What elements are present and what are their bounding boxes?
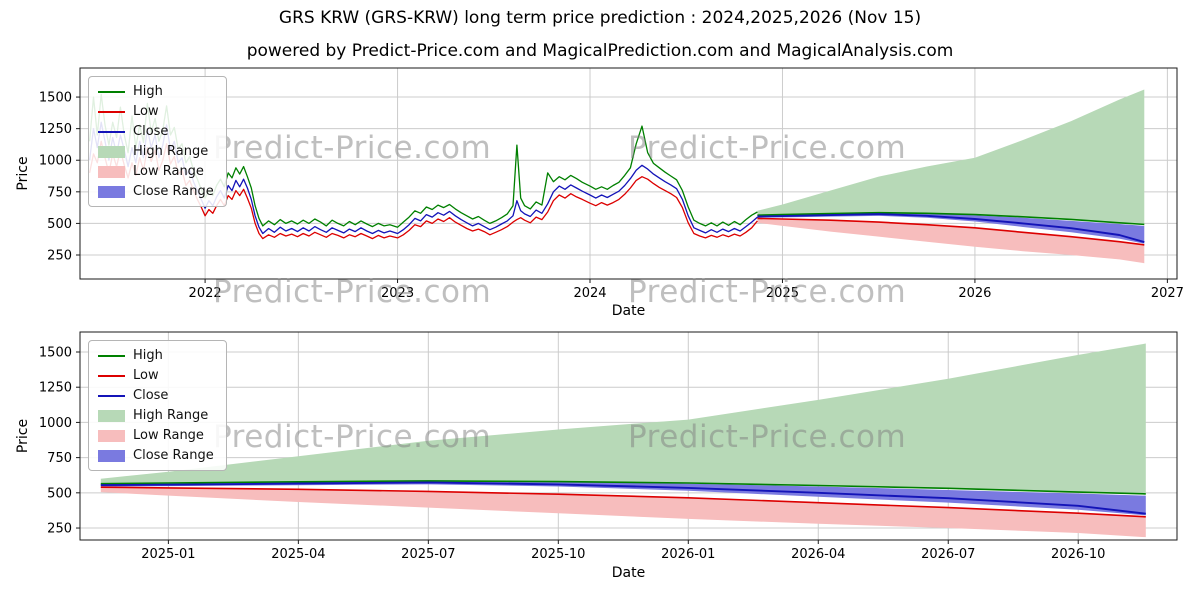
legend-item-label: Low Range xyxy=(133,428,204,443)
watermark-text: Predict-Price.com xyxy=(213,130,492,166)
close-line-forecast xyxy=(100,481,1146,515)
legend-item: High Range xyxy=(98,407,214,424)
legend-item-label: Low xyxy=(133,368,159,383)
legend-line-swatch xyxy=(98,374,125,377)
y-tick-label: 250 xyxy=(47,248,72,263)
legend-item: High xyxy=(98,83,214,100)
legend-item-label: Close xyxy=(133,388,169,403)
high-range-band xyxy=(100,343,1146,494)
x-tick-label: 2025-01 xyxy=(141,547,195,562)
chart-subtitle: powered by Predict-Price.com and Magical… xyxy=(246,41,954,61)
plot-border xyxy=(79,67,1178,280)
legend-line-swatch xyxy=(98,90,125,93)
high-line-forecast xyxy=(757,211,1145,226)
x-tick-label: 2025-10 xyxy=(531,547,585,562)
bottom-chart-legend: High Low Close High Range Low Range Close Ran… xyxy=(88,340,227,471)
legend-band-swatch xyxy=(98,165,125,178)
x-tick-label: 2023 xyxy=(381,286,414,301)
y-tick-label: 750 xyxy=(47,185,72,200)
y-tick-label: 500 xyxy=(47,486,72,501)
legend-line-swatch xyxy=(98,130,125,133)
x-tick-label: 2025 xyxy=(766,286,799,301)
low-range-band xyxy=(100,487,1146,538)
legend-item: Close xyxy=(98,387,214,404)
high-line-forecast xyxy=(100,480,1146,495)
legend-item-label: Close Range xyxy=(133,184,214,199)
chart-title: GRS KRW (GRS-KRW) long term price predic… xyxy=(278,8,922,28)
watermark-text: Predict-Price.com xyxy=(213,419,492,455)
legend-band-swatch xyxy=(98,449,125,462)
y-tick-label: 750 xyxy=(47,451,72,466)
watermark-text: Predict-Price.com xyxy=(628,130,907,166)
legend-band-swatch xyxy=(98,409,125,422)
legend-band-swatch xyxy=(98,185,125,198)
legend-item: Low xyxy=(98,103,214,120)
x-tick-label: 2026-07 xyxy=(921,547,975,562)
low-line-forecast xyxy=(100,486,1146,518)
plot-border xyxy=(79,331,1178,541)
legend-band-swatch xyxy=(98,145,125,158)
x-tick-label: 2024 xyxy=(573,286,606,301)
close-range-band xyxy=(757,212,1145,244)
legend-item: Low Range xyxy=(98,427,214,444)
watermark-text: Predict-Price.com xyxy=(213,274,492,310)
legend-line-swatch xyxy=(98,110,125,113)
y-tick-label: 1250 xyxy=(39,122,72,137)
y-tick-label: 250 xyxy=(47,522,72,537)
close-range-band xyxy=(100,480,1146,516)
x-tick-label: 2026 xyxy=(958,286,991,301)
legend-item-label: High Range xyxy=(133,144,209,159)
legend-item-label: High xyxy=(133,348,163,363)
x-tick-label: 2026-04 xyxy=(791,547,845,562)
y-tick-label: 1500 xyxy=(39,91,72,106)
legend-item: High Range xyxy=(98,143,214,160)
x-tick-label: 2025-04 xyxy=(271,547,325,562)
top-chart-legend: High Low Close High Range Low Range Close Ran… xyxy=(88,76,227,207)
y-tick-label: 1000 xyxy=(39,154,72,169)
y-axis-label: Price xyxy=(15,156,31,190)
close-line-forecast xyxy=(757,213,1145,244)
legend-item: Close Range xyxy=(98,183,214,200)
x-tick-label: 2022 xyxy=(189,286,222,301)
low-range-band xyxy=(757,218,1145,264)
legend-item: High xyxy=(98,347,214,364)
x-axis-label: Date xyxy=(612,303,645,319)
low-line-forecast xyxy=(757,217,1145,246)
legend-item-label: High Range xyxy=(133,408,209,423)
legend-line-swatch xyxy=(98,394,125,397)
y-axis-label: Price xyxy=(15,419,31,453)
y-tick-label: 1000 xyxy=(39,416,72,431)
watermark-text: Predict-Price.com xyxy=(628,419,907,455)
legend-item-label: High xyxy=(133,84,163,99)
y-tick-label: 1500 xyxy=(39,345,72,360)
legend-band-swatch xyxy=(98,429,125,442)
legend-item: Low Range xyxy=(98,163,214,180)
legend-item-label: Low xyxy=(133,104,159,119)
legend-item: Close xyxy=(98,123,214,140)
y-tick-label: 500 xyxy=(47,217,72,232)
x-tick-label: 2027 xyxy=(1151,286,1184,301)
legend-item-label: Close xyxy=(133,124,169,139)
high-range-band xyxy=(757,89,1145,225)
legend-line-swatch xyxy=(98,354,125,357)
watermark-text: Predict-Price.com xyxy=(628,274,907,310)
x-axis-label: Date xyxy=(612,565,645,581)
legend-item-label: Close Range xyxy=(133,448,214,463)
legend-item: Close Range xyxy=(98,447,214,464)
x-tick-label: 2026-01 xyxy=(661,547,715,562)
legend-item-label: Low Range xyxy=(133,164,204,179)
y-tick-label: 1250 xyxy=(39,381,72,396)
bottom-chart: 250 500 750 1000 1250 1500 2025-01 2025-04 2025-… xyxy=(15,331,1178,581)
legend-item: Low xyxy=(98,367,214,384)
x-tick-label: 2025-07 xyxy=(401,547,455,562)
x-tick-label: 2026-10 xyxy=(1051,547,1105,562)
